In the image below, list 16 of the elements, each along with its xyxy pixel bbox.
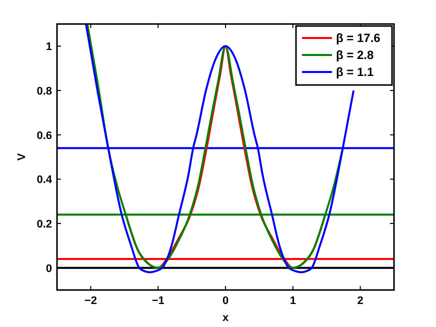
y-tick-label: 0 bbox=[46, 262, 52, 275]
x-tick-label: −2 bbox=[84, 295, 97, 307]
x-tick-label: 2 bbox=[357, 295, 364, 307]
x-tick-label: −1 bbox=[152, 295, 164, 307]
x-tick-label: 1 bbox=[290, 295, 296, 307]
legend-label: β = 17.6 bbox=[336, 31, 381, 45]
y-tick-label: 0.2 bbox=[36, 218, 52, 230]
y-tick-label: 0.4 bbox=[36, 174, 53, 186]
y-tick-label: 1 bbox=[46, 41, 52, 54]
legend-label: β = 1.1 bbox=[336, 65, 374, 79]
y-tick-label: 0.6 bbox=[36, 130, 52, 142]
y-tick-label: 0.8 bbox=[36, 86, 52, 98]
y-axis-title: V bbox=[16, 152, 28, 161]
x-tick-label: 0 bbox=[222, 295, 229, 307]
x-axis-title: x bbox=[222, 312, 230, 324]
legend-label: β = 2.8 bbox=[336, 48, 374, 62]
